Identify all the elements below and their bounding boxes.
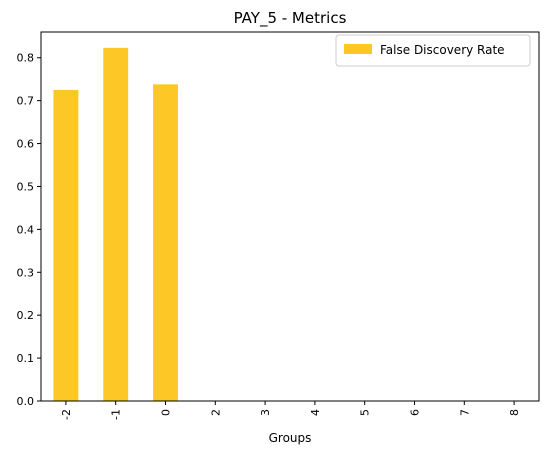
x-tick-label: 0 <box>160 409 173 416</box>
legend: False Discovery Rate <box>335 34 531 67</box>
y-tick-label: 0.2 <box>17 309 35 322</box>
y-tick-label: 0.5 <box>17 180 35 193</box>
y-tick-label: 0.7 <box>17 95 35 108</box>
x-tick-label: 6 <box>409 409 422 416</box>
legend-swatch <box>344 44 372 54</box>
bar-0 <box>153 84 178 402</box>
x-tick-label: 4 <box>309 409 322 416</box>
x-tick-label: 5 <box>359 409 372 416</box>
y-tick-label: 0.3 <box>17 266 35 279</box>
x-tick-label: -2 <box>60 409 73 420</box>
y-tick-label: 0.4 <box>17 223 35 236</box>
x-tick-label: 2 <box>209 409 222 416</box>
y-tick-label: 0.1 <box>17 352 35 365</box>
y-tick-label: 0.8 <box>17 52 35 65</box>
bar--1 <box>103 47 129 401</box>
x-tick-label: 3 <box>259 409 272 416</box>
x-axis: -2 -1 0 2 3 4 5 6 7 8 <box>60 401 521 420</box>
plot-frame <box>40 31 540 402</box>
legend-box <box>335 34 531 67</box>
y-tick-label: 0.0 <box>17 395 35 408</box>
x-tick-label: 8 <box>508 409 521 416</box>
x-tick-label: -1 <box>110 409 123 420</box>
x-tick-label: 7 <box>458 409 471 416</box>
y-axis: 0.0 0.1 0.2 0.3 0.4 0.5 0.6 0.7 0.8 <box>17 52 41 408</box>
x-axis-label: Groups <box>269 431 312 445</box>
chart-title: PAY_5 - Metrics <box>234 9 347 28</box>
bar--2 <box>53 89 79 402</box>
legend-label: False Discovery Rate <box>380 43 505 57</box>
y-tick-label: 0.6 <box>17 138 35 151</box>
bars-group <box>53 47 178 402</box>
